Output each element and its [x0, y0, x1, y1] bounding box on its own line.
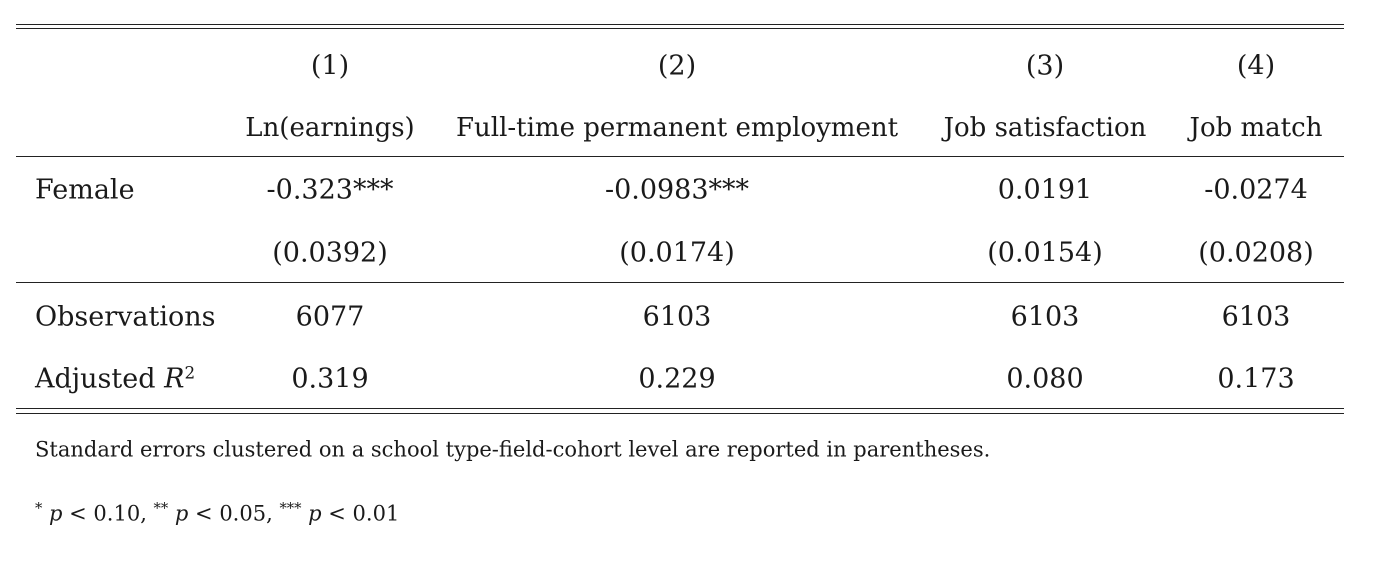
sig-p-3: p: [308, 501, 322, 526]
top-rule-inner: [16, 28, 1344, 29]
significance-note: * p < 0.10, ** p < 0.05, *** p < 0.01: [35, 501, 400, 526]
bottom-rule-lower: [16, 413, 1344, 414]
adjusted-r2-1: 0.319: [291, 363, 369, 395]
female-coef-2: -0.0983***: [604, 174, 750, 206]
sig-threshold-1: < 0.10,: [62, 501, 154, 526]
column-title-3: Job satisfaction: [943, 113, 1147, 143]
row-label-female: Female: [35, 174, 135, 206]
standard-error-note: Standard errors clustered on a school ty…: [35, 437, 991, 462]
column-number-1: (1): [310, 50, 350, 82]
sig-threshold-3: < 0.01: [321, 501, 400, 526]
adjusted-r2-3: 0.080: [1006, 363, 1084, 395]
bottom-rule-upper: [16, 408, 1344, 409]
adjusted-r2-4: 0.173: [1217, 363, 1295, 395]
sig-star-1: *: [35, 500, 43, 518]
r-exponent: 2: [184, 362, 196, 383]
column-number-3: (3): [1025, 50, 1065, 82]
header-rule: [16, 156, 1344, 157]
row-label-adjusted-r2: Adjusted R2: [35, 363, 195, 395]
adjusted-r2-2: 0.229: [638, 363, 716, 395]
female-se-2: (0.0174): [619, 237, 735, 269]
row-label-observations: Observations: [35, 301, 216, 333]
adjusted-label-text: Adjusted: [35, 363, 165, 395]
column-number-2: (2): [657, 50, 697, 82]
observations-4: 6103: [1221, 301, 1291, 333]
column-title-1: Ln(earnings): [245, 113, 415, 143]
r-variable: R: [164, 363, 185, 395]
female-coef-3: 0.0191: [997, 174, 1093, 206]
female-se-4: (0.0208): [1198, 237, 1314, 269]
observations-3: 6103: [1010, 301, 1080, 333]
observations-2: 6103: [642, 301, 712, 333]
body-rule: [16, 282, 1344, 283]
sig-p-2: p: [174, 501, 189, 526]
sig-star-3: ***: [279, 500, 302, 518]
sig-threshold-2: < 0.05,: [188, 501, 280, 526]
column-title-2: Full-time permanent employment: [455, 113, 899, 143]
column-title-4: Job match: [1189, 113, 1323, 143]
female-coef-4: -0.0274: [1204, 174, 1308, 206]
top-rule-outer: [16, 24, 1344, 25]
female-se-1: (0.0392): [272, 237, 388, 269]
observations-1: 6077: [295, 301, 365, 333]
sig-star-2: **: [153, 500, 169, 518]
female-se-3: (0.0154): [987, 237, 1103, 269]
female-coef-1: -0.323***: [266, 174, 394, 206]
column-number-4: (4): [1236, 50, 1276, 82]
sig-p-1: p: [49, 501, 63, 526]
